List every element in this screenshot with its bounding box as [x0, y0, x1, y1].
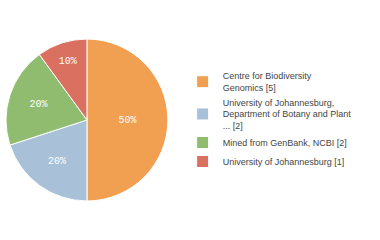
svg-text:50%: 50%: [118, 115, 136, 126]
svg-text:University of Johannesburg,Dep: University of Johannesburg,Department of…: [223, 98, 352, 131]
svg-text:20%: 20%: [48, 156, 66, 167]
svg-text:20%: 20%: [29, 99, 47, 110]
svg-text:Mined from GenBank, NCBI [2]: Mined from GenBank, NCBI [2]: [223, 138, 347, 148]
svg-text:University of Johannesburg [1]: University of Johannesburg [1]: [223, 157, 345, 167]
svg-text:Centre for BiodiversityGenomic: Centre for BiodiversityGenomics [5]: [223, 71, 312, 93]
svg-text:10%: 10%: [59, 56, 77, 67]
